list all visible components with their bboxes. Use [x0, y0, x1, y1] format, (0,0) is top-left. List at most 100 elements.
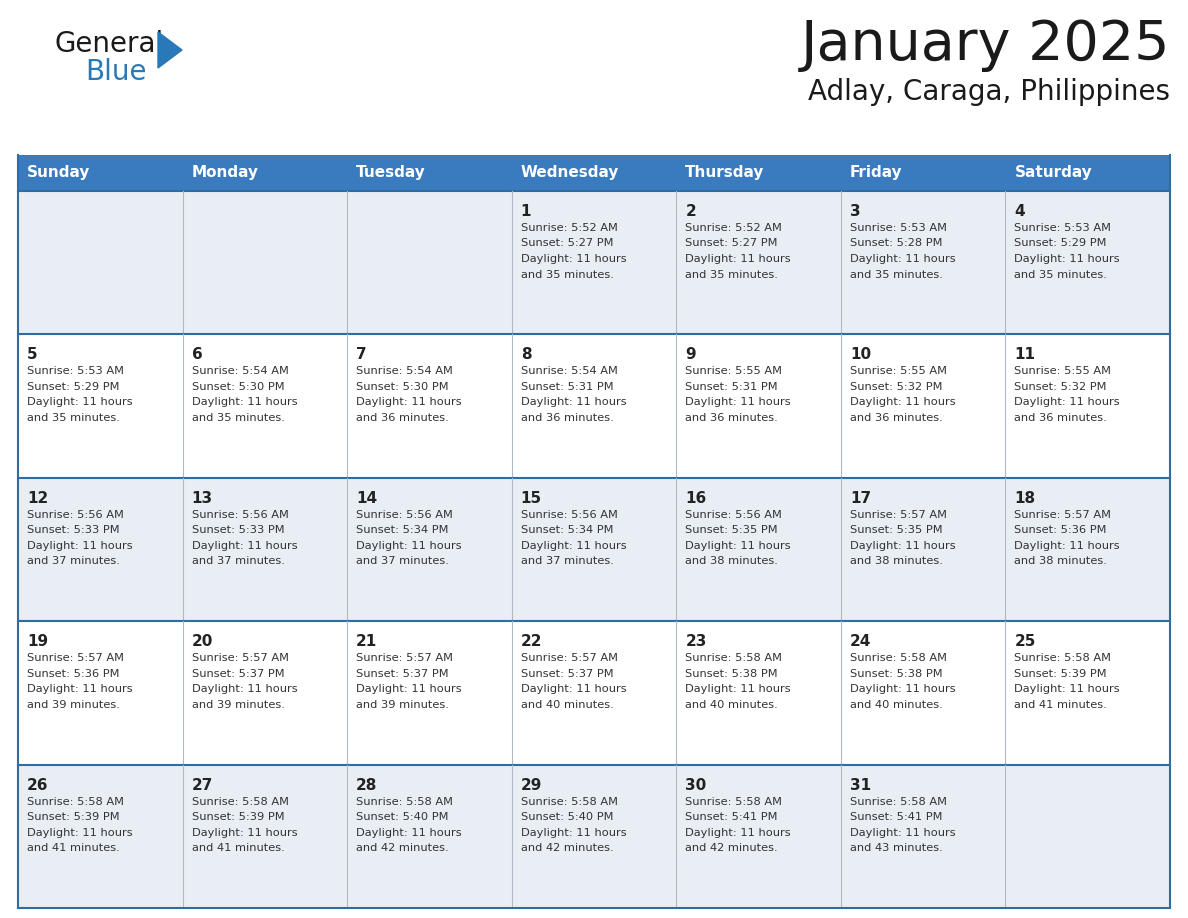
Text: 22: 22	[520, 634, 542, 649]
Text: Sunrise: 5:52 AM: Sunrise: 5:52 AM	[520, 223, 618, 233]
Text: Sunset: 5:35 PM: Sunset: 5:35 PM	[685, 525, 778, 535]
Text: 20: 20	[191, 634, 213, 649]
Text: and 41 minutes.: and 41 minutes.	[27, 843, 120, 853]
Bar	[1005, 155, 1170, 191]
Text: Daylight: 11 hours: Daylight: 11 hours	[27, 541, 133, 551]
Text: 21: 21	[356, 634, 378, 649]
Text: Daylight: 11 hours: Daylight: 11 hours	[191, 397, 297, 408]
Text: 14: 14	[356, 491, 378, 506]
Text: and 37 minutes.: and 37 minutes.	[191, 556, 284, 566]
Text: Tuesday: Tuesday	[356, 165, 425, 181]
Text: Sunrise: 5:54 AM: Sunrise: 5:54 AM	[191, 366, 289, 376]
Text: Monday: Monday	[191, 165, 259, 181]
Text: Sunset: 5:33 PM: Sunset: 5:33 PM	[27, 525, 120, 535]
Text: 17: 17	[849, 491, 871, 506]
Text: Sunset: 5:35 PM: Sunset: 5:35 PM	[849, 525, 942, 535]
Text: Saturday: Saturday	[1015, 165, 1092, 181]
Text: Sunrise: 5:57 AM: Sunrise: 5:57 AM	[520, 654, 618, 663]
Text: and 40 minutes.: and 40 minutes.	[520, 700, 613, 710]
Text: and 35 minutes.: and 35 minutes.	[191, 413, 284, 423]
Text: and 40 minutes.: and 40 minutes.	[849, 700, 942, 710]
Text: and 41 minutes.: and 41 minutes.	[1015, 700, 1107, 710]
Text: Daylight: 11 hours: Daylight: 11 hours	[849, 397, 955, 408]
Text: Sunset: 5:31 PM: Sunset: 5:31 PM	[685, 382, 778, 392]
Text: Sunrise: 5:57 AM: Sunrise: 5:57 AM	[356, 654, 453, 663]
Text: and 42 minutes.: and 42 minutes.	[685, 843, 778, 853]
Text: Sunrise: 5:55 AM: Sunrise: 5:55 AM	[1015, 366, 1112, 376]
Text: Sunset: 5:32 PM: Sunset: 5:32 PM	[1015, 382, 1107, 392]
Text: Sunrise: 5:58 AM: Sunrise: 5:58 AM	[27, 797, 124, 807]
Text: Daylight: 11 hours: Daylight: 11 hours	[1015, 684, 1120, 694]
Text: Daylight: 11 hours: Daylight: 11 hours	[520, 397, 626, 408]
Text: 25: 25	[1015, 634, 1036, 649]
Text: and 35 minutes.: and 35 minutes.	[685, 270, 778, 279]
Text: Sunrise: 5:57 AM: Sunrise: 5:57 AM	[191, 654, 289, 663]
Text: Sunrise: 5:55 AM: Sunrise: 5:55 AM	[849, 366, 947, 376]
Text: Sunset: 5:29 PM: Sunset: 5:29 PM	[1015, 239, 1107, 249]
Text: 1: 1	[520, 204, 531, 219]
Text: Sunday: Sunday	[27, 165, 90, 181]
Text: Sunset: 5:32 PM: Sunset: 5:32 PM	[849, 382, 942, 392]
Text: and 37 minutes.: and 37 minutes.	[356, 556, 449, 566]
Text: Blue: Blue	[86, 58, 146, 86]
Text: 18: 18	[1015, 491, 1036, 506]
Text: and 38 minutes.: and 38 minutes.	[849, 556, 943, 566]
Bar	[512, 155, 676, 191]
Bar	[18, 155, 183, 191]
Text: 13: 13	[191, 491, 213, 506]
Text: Sunrise: 5:58 AM: Sunrise: 5:58 AM	[685, 654, 782, 663]
Text: Daylight: 11 hours: Daylight: 11 hours	[849, 684, 955, 694]
Text: and 36 minutes.: and 36 minutes.	[685, 413, 778, 423]
Text: 31: 31	[849, 778, 871, 792]
Text: Sunrise: 5:58 AM: Sunrise: 5:58 AM	[849, 654, 947, 663]
Text: Friday: Friday	[849, 165, 903, 181]
Text: Sunset: 5:37 PM: Sunset: 5:37 PM	[520, 668, 613, 678]
Text: Sunset: 5:27 PM: Sunset: 5:27 PM	[685, 239, 778, 249]
Text: 30: 30	[685, 778, 707, 792]
Text: 16: 16	[685, 491, 707, 506]
Text: 12: 12	[27, 491, 49, 506]
Text: and 39 minutes.: and 39 minutes.	[191, 700, 284, 710]
Text: and 36 minutes.: and 36 minutes.	[520, 413, 613, 423]
Text: and 35 minutes.: and 35 minutes.	[27, 413, 120, 423]
Text: Sunset: 5:31 PM: Sunset: 5:31 PM	[520, 382, 613, 392]
Text: 4: 4	[1015, 204, 1025, 219]
Text: Daylight: 11 hours: Daylight: 11 hours	[685, 254, 791, 264]
Text: Sunset: 5:33 PM: Sunset: 5:33 PM	[191, 525, 284, 535]
Text: 19: 19	[27, 634, 49, 649]
Text: Sunrise: 5:53 AM: Sunrise: 5:53 AM	[1015, 223, 1112, 233]
Text: Sunset: 5:41 PM: Sunset: 5:41 PM	[849, 812, 942, 823]
Text: and 42 minutes.: and 42 minutes.	[520, 843, 613, 853]
Text: and 41 minutes.: and 41 minutes.	[191, 843, 284, 853]
Text: Daylight: 11 hours: Daylight: 11 hours	[849, 828, 955, 837]
Text: Sunrise: 5:57 AM: Sunrise: 5:57 AM	[27, 654, 124, 663]
Text: Sunset: 5:41 PM: Sunset: 5:41 PM	[685, 812, 778, 823]
Bar	[183, 155, 347, 191]
Bar	[18, 477, 1170, 621]
Text: Sunset: 5:36 PM: Sunset: 5:36 PM	[1015, 525, 1107, 535]
Text: Daylight: 11 hours: Daylight: 11 hours	[520, 828, 626, 837]
Text: and 39 minutes.: and 39 minutes.	[356, 700, 449, 710]
Text: Daylight: 11 hours: Daylight: 11 hours	[1015, 397, 1120, 408]
Text: Daylight: 11 hours: Daylight: 11 hours	[685, 828, 791, 837]
Text: and 43 minutes.: and 43 minutes.	[849, 843, 942, 853]
Text: Adlay, Caraga, Philippines: Adlay, Caraga, Philippines	[808, 78, 1170, 106]
Bar	[841, 155, 1005, 191]
Text: 15: 15	[520, 491, 542, 506]
Text: Daylight: 11 hours: Daylight: 11 hours	[27, 828, 133, 837]
Text: 5: 5	[27, 347, 38, 363]
Text: Sunset: 5:39 PM: Sunset: 5:39 PM	[1015, 668, 1107, 678]
Text: Daylight: 11 hours: Daylight: 11 hours	[685, 397, 791, 408]
Text: Daylight: 11 hours: Daylight: 11 hours	[520, 684, 626, 694]
Text: 7: 7	[356, 347, 367, 363]
Text: Sunrise: 5:58 AM: Sunrise: 5:58 AM	[520, 797, 618, 807]
Text: and 39 minutes.: and 39 minutes.	[27, 700, 120, 710]
Text: 2: 2	[685, 204, 696, 219]
Text: and 40 minutes.: and 40 minutes.	[685, 700, 778, 710]
Text: 8: 8	[520, 347, 531, 363]
Text: and 35 minutes.: and 35 minutes.	[849, 270, 943, 279]
Text: General: General	[55, 30, 164, 58]
Text: Sunset: 5:37 PM: Sunset: 5:37 PM	[356, 668, 449, 678]
Text: and 35 minutes.: and 35 minutes.	[1015, 270, 1107, 279]
Text: 29: 29	[520, 778, 542, 792]
